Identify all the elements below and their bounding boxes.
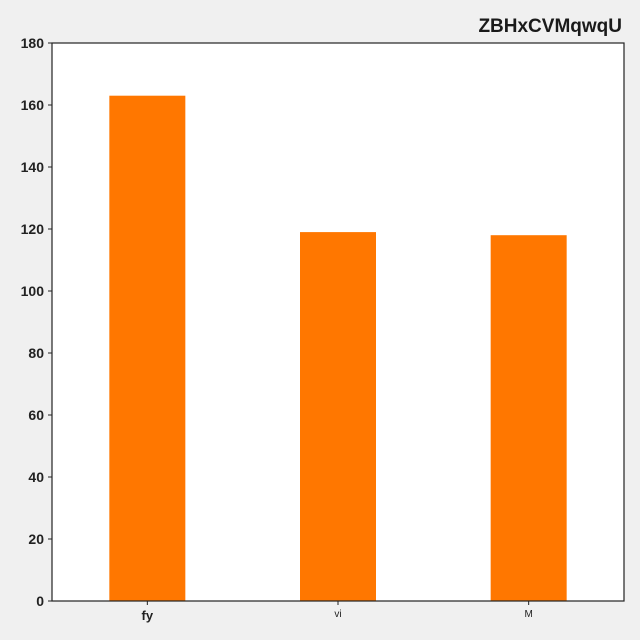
x-axis: fy vi M — [142, 601, 533, 623]
bar-group — [109, 95, 567, 601]
bar-M — [490, 235, 567, 601]
x-tick-label: fy — [142, 608, 154, 623]
y-tick-label: 80 — [28, 345, 44, 361]
bar-vi — [300, 232, 376, 601]
y-tick-label: 60 — [28, 407, 44, 423]
y-tick-label: 120 — [21, 221, 45, 237]
y-tick-label: 20 — [28, 531, 44, 547]
y-tick-label: 40 — [28, 469, 44, 485]
chart-title: ZBHxCVMqwqU — [478, 16, 622, 37]
y-axis: 0 20 40 60 80 100 120 140 160 180 — [21, 35, 52, 609]
y-tick-label: 160 — [21, 97, 45, 113]
bar-fy — [109, 95, 186, 601]
x-tick-label: M — [524, 609, 532, 620]
y-tick-label: 0 — [36, 593, 44, 609]
y-tick-label: 100 — [21, 283, 45, 299]
y-tick-label: 180 — [21, 35, 45, 51]
x-tick-label: vi — [334, 609, 341, 620]
y-tick-label: 140 — [21, 159, 45, 175]
plot-frame — [51, 42, 625, 602]
